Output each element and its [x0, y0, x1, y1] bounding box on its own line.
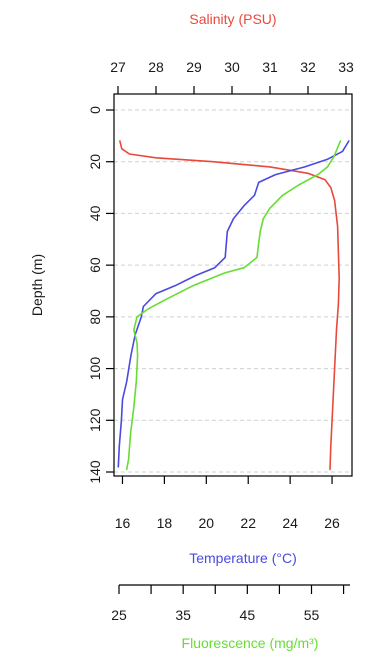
depth-axis-title: Depth (m)	[29, 254, 45, 316]
salinity-tick-label: 29	[186, 59, 202, 75]
temperature-tick-label: 24	[282, 515, 298, 531]
fluorescence-tick-label: 45	[240, 607, 256, 623]
salinity-tick-label: 28	[148, 59, 164, 75]
depth-tick-label: 0	[87, 106, 103, 114]
salinity-tick-label: 31	[262, 59, 278, 75]
salinity-tick-label: 33	[338, 59, 354, 75]
fluorescence-tick-label: 35	[175, 607, 191, 623]
temperature-tick-label: 20	[199, 515, 215, 531]
gridlines	[114, 109, 352, 473]
salinity-axis-title: Salinity (PSU)	[189, 11, 276, 27]
fluorescence-profile-line	[125, 140, 342, 471]
temperature-tick-label: 18	[157, 515, 173, 531]
fluorescence-tick-label: 55	[304, 607, 320, 623]
temperature-tick-label: 22	[240, 515, 256, 531]
temperature-tick-label: 16	[115, 515, 131, 531]
temperature-axis-title: Temperature (°C)	[189, 550, 297, 566]
depth-tick-label: 80	[87, 309, 103, 325]
depth-tick-label: 140	[87, 460, 103, 484]
fluorescence-tick-label: 25	[111, 607, 127, 623]
salinity-tick-label: 30	[224, 59, 240, 75]
salinity-profile-line	[119, 140, 341, 471]
depth-tick-label: 60	[87, 257, 103, 273]
temperature-profile-line	[117, 140, 350, 468]
salinity-tick-label: 32	[300, 59, 316, 75]
fluorescence-axis-title: Fluorescence (mg/m³)	[182, 635, 319, 651]
data-series	[117, 140, 350, 471]
depth-tick-label: 20	[87, 154, 103, 170]
depth-tick-label: 120	[87, 408, 103, 432]
temperature-tick-label: 26	[324, 515, 340, 531]
depth-tick-label: 100	[87, 357, 103, 381]
axes: 0 20 40 60 80 100 120 140 27 28 29 30 31 32 33 16 18 20 22…	[87, 59, 354, 623]
salinity-tick-label: 27	[110, 59, 126, 75]
plot-frame	[113, 93, 353, 477]
depth-tick-label: 40	[87, 205, 103, 221]
